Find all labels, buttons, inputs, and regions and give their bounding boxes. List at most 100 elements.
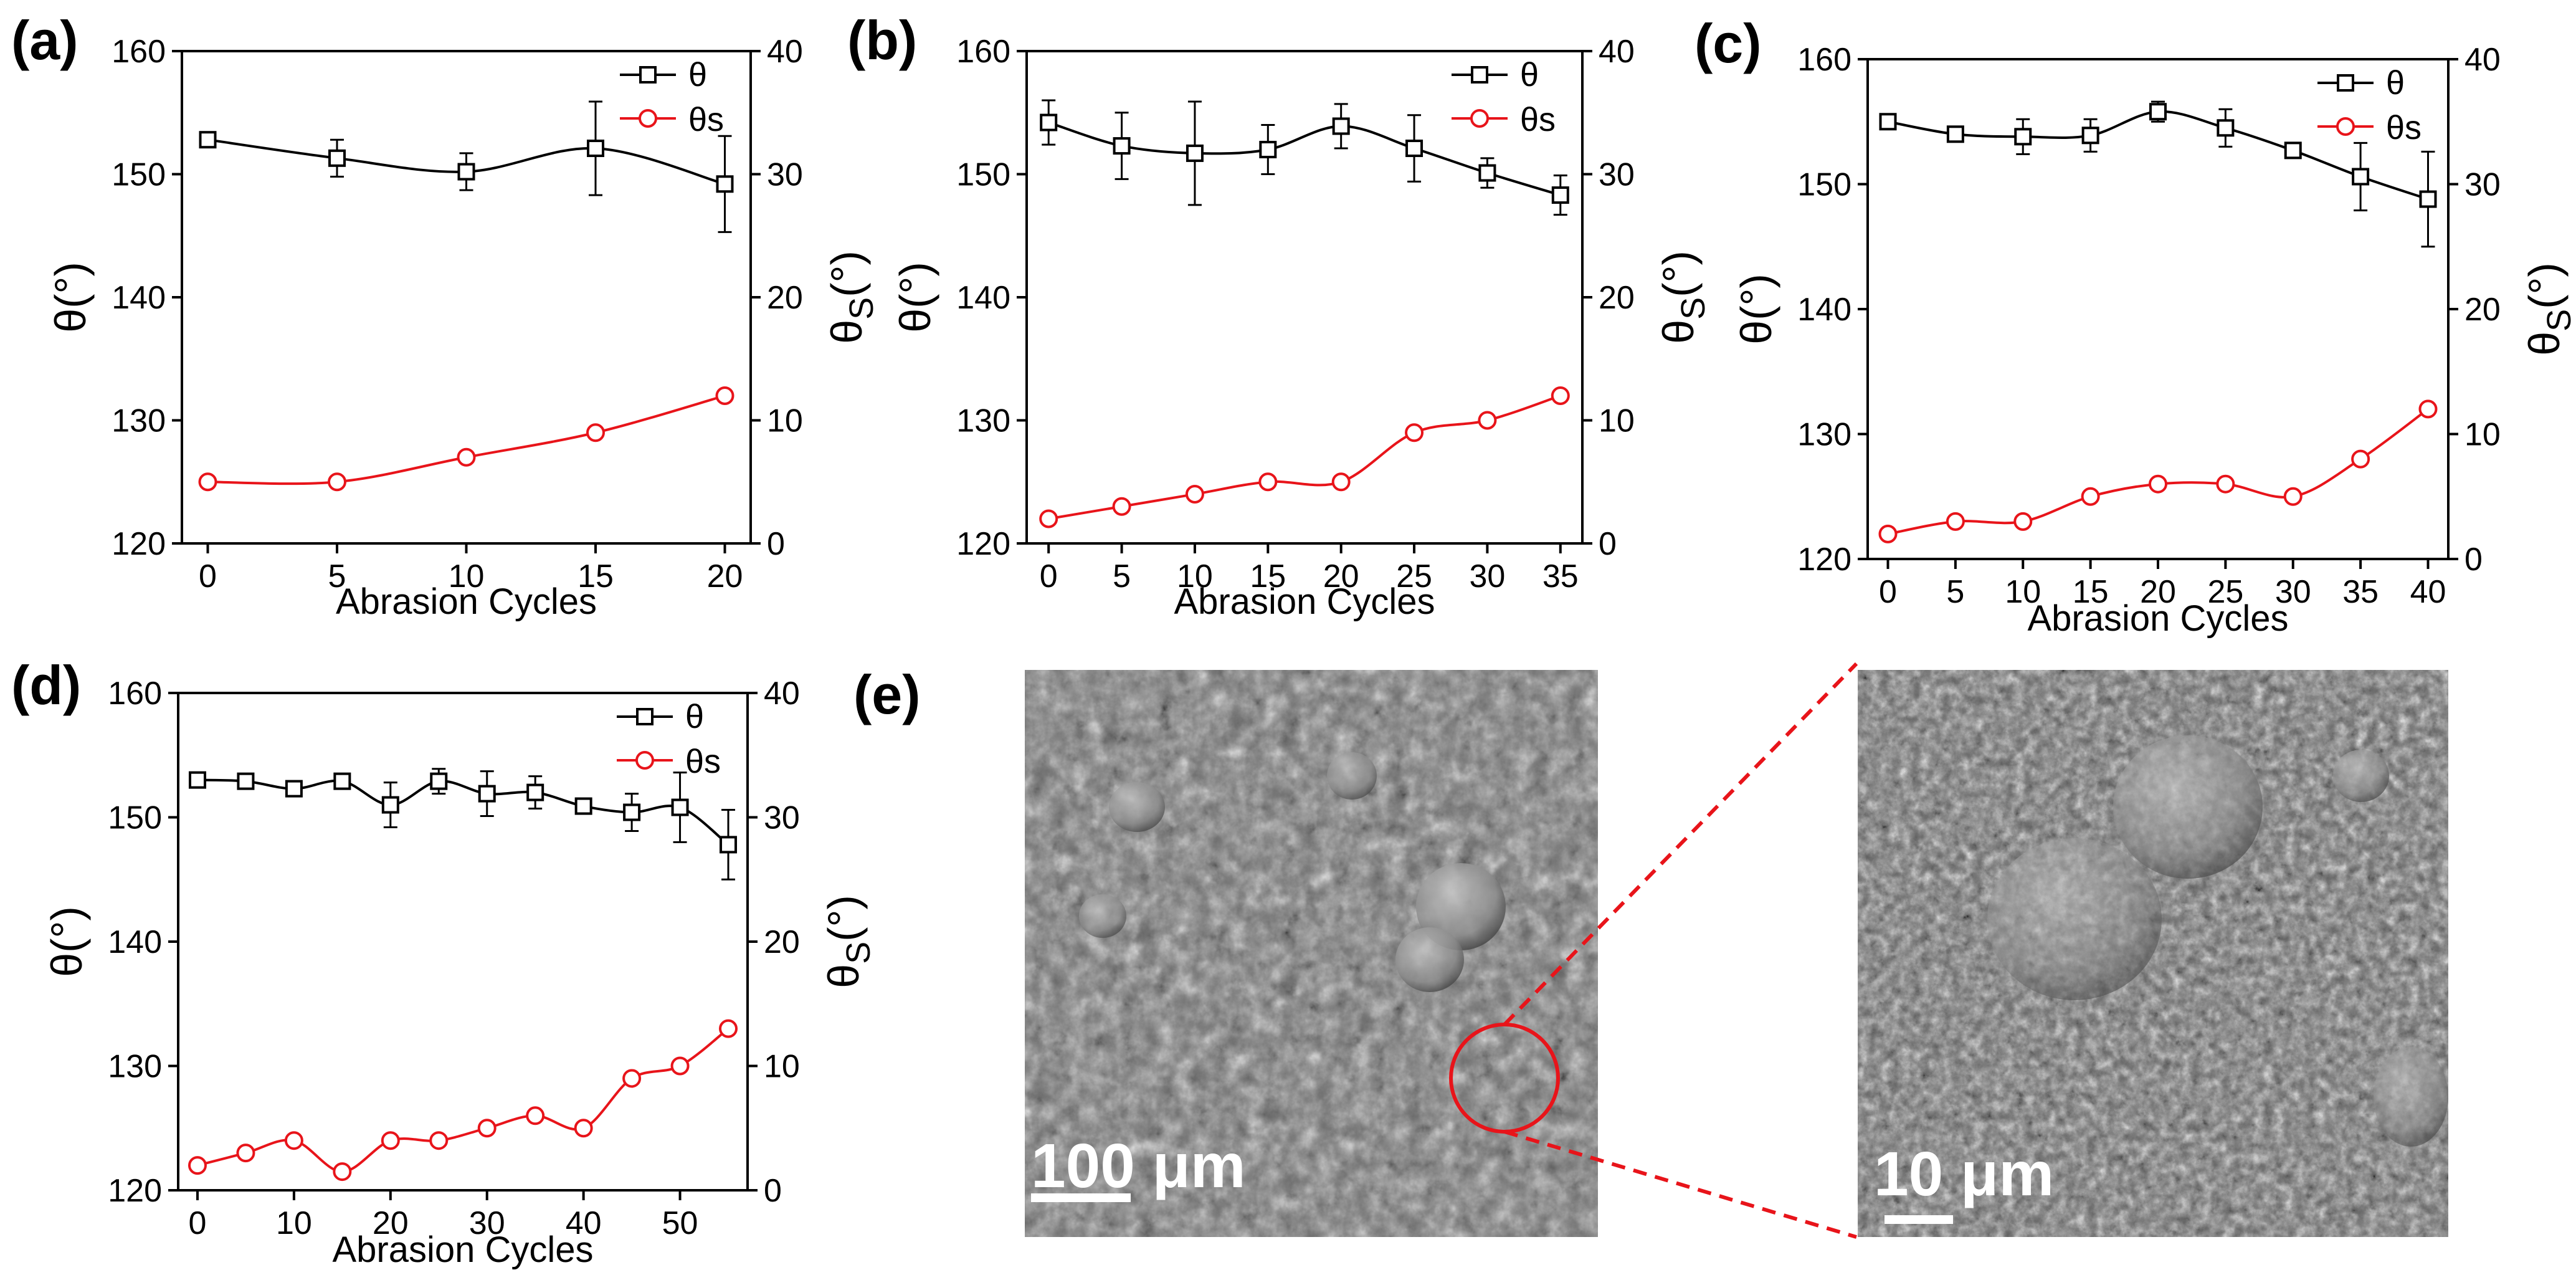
x-tick-label: 10 — [276, 1205, 312, 1241]
theta-s-point — [1331, 472, 1351, 492]
theta-s-point — [1551, 386, 1570, 405]
sem-panel: (e) 100 μm 10 μm — [853, 662, 2448, 1239]
panel-label: (a) — [11, 9, 78, 71]
y-tick-label: 140 — [1797, 292, 1851, 328]
theta-point — [457, 163, 475, 181]
x-tick-label: 0 — [189, 1205, 207, 1241]
theta-point — [1040, 113, 1058, 131]
legend-label-theta-s: θs — [685, 743, 721, 780]
theta-point — [1113, 137, 1131, 155]
theta-point — [1478, 164, 1496, 182]
legend-label-theta: θ — [1520, 56, 1539, 93]
x-tick-label: 50 — [662, 1205, 698, 1241]
y-tick-label: 120 — [112, 526, 166, 562]
theta-s-point — [2283, 487, 2303, 506]
y2-tick-label: 20 — [764, 924, 800, 960]
theta-s-point — [719, 1019, 738, 1038]
theta-point — [526, 783, 544, 801]
theta-point — [1551, 186, 1569, 204]
scale-label-left: 100 μm — [1031, 1131, 1246, 1201]
plot-frame — [177, 692, 749, 1192]
theta-point — [188, 771, 206, 789]
theta-s-point — [2081, 487, 2100, 506]
x-tick-label: 10 — [449, 558, 485, 595]
x-tick-label: 0 — [1879, 574, 1897, 610]
x-tick-label: 30 — [2275, 574, 2311, 610]
chart-panel-d: (d)0 10 20 30 40 50120130140150160010203040Ab… — [11, 654, 877, 1270]
y-tick-label: 130 — [108, 1049, 162, 1085]
legend-marker-theta — [639, 66, 657, 84]
theta-s-point — [1258, 472, 1278, 492]
y-tick-label: 120 — [108, 1173, 162, 1209]
chart-panel-c: (c) 0 5 10 15 20 25 30 35 40 120 130 140 150 160 0 10 20 3… — [1694, 12, 2576, 639]
theta-point — [716, 175, 734, 193]
theta-s-point — [2351, 449, 2370, 469]
legend-marker-theta — [636, 708, 654, 725]
y-tick-label: 150 — [112, 157, 166, 193]
y-axis-label: θ(°) — [1732, 274, 1780, 345]
theta-point — [2081, 127, 2099, 145]
x-tick-label: 15 — [577, 558, 614, 595]
y2-axis-label: θS(°) — [2520, 262, 2576, 356]
legend-marker-theta-s — [635, 751, 654, 770]
legend-label-theta: θ — [685, 698, 704, 735]
x-tick-label: 10 — [2005, 574, 2041, 610]
theta-point — [671, 798, 689, 816]
legend-label-theta: θ — [2386, 64, 2405, 102]
y-tick-label: 120 — [956, 526, 1010, 562]
y2-tick-label: 40 — [767, 34, 803, 70]
y2-tick-label: 10 — [764, 1049, 800, 1085]
sem-image-low-mag: 100 μm — [1025, 670, 1598, 1237]
panel-label: (b) — [847, 9, 917, 71]
x-tick-label: 0 — [199, 558, 217, 595]
scale-label-right: 10 μm — [1874, 1139, 2054, 1209]
theta-s-point — [381, 1131, 400, 1150]
y-tick-label: 160 — [1797, 42, 1851, 78]
y2-tick-label: 20 — [1599, 280, 1635, 316]
theta-s-point — [574, 1119, 593, 1138]
theta-s-point — [2216, 474, 2235, 494]
y2-tick-label: 30 — [764, 800, 800, 836]
legend-marker-theta-s — [2336, 117, 2355, 136]
theta-point — [430, 772, 448, 790]
theta-point — [587, 140, 604, 158]
y2-tick-label: 10 — [1599, 403, 1635, 439]
theta-point — [1879, 113, 1897, 131]
theta-point — [720, 836, 738, 854]
theta-s-point — [188, 1156, 207, 1175]
theta-point — [623, 803, 641, 821]
theta-s-point — [586, 423, 605, 442]
theta-s-point — [526, 1106, 545, 1125]
theta-s-point — [2013, 512, 2033, 531]
theta-point — [333, 772, 351, 790]
theta-s-point — [429, 1131, 449, 1150]
theta-line — [197, 778, 730, 846]
x-axis-label: Abrasion Cycles — [336, 581, 597, 622]
x-tick-label: 0 — [1040, 558, 1058, 595]
theta-s-point — [1039, 509, 1058, 528]
theta-point — [2217, 119, 2235, 137]
theta-s-point — [284, 1131, 303, 1150]
theta-s-point — [236, 1144, 255, 1163]
theta-point — [328, 149, 346, 167]
x-tick-label: 40 — [2410, 574, 2446, 610]
zoom-line-bottom — [1504, 1130, 1857, 1239]
y2-axis-label: θS(°) — [822, 251, 880, 344]
theta-s-point — [328, 472, 346, 492]
scale-bar-right — [1884, 1215, 1953, 1224]
y2-tick-label: 40 — [764, 676, 800, 712]
theta-point — [1186, 144, 1204, 162]
y-tick-label: 150 — [108, 800, 162, 836]
plot-frame — [181, 50, 752, 545]
y2-tick-label: 30 — [1599, 157, 1635, 193]
theta-point — [478, 785, 496, 803]
zoom-line-top — [1503, 662, 1858, 1026]
y2-tick-label: 10 — [767, 403, 803, 439]
theta-s-point — [2149, 474, 2167, 494]
x-axis-label: Abrasion Cycles — [2027, 598, 2288, 639]
y-tick-label: 130 — [956, 403, 1010, 439]
x-tick-label: 5 — [328, 558, 346, 595]
legend-label-theta-s: θs — [2386, 109, 2422, 146]
theta-s-line — [1888, 408, 2429, 535]
